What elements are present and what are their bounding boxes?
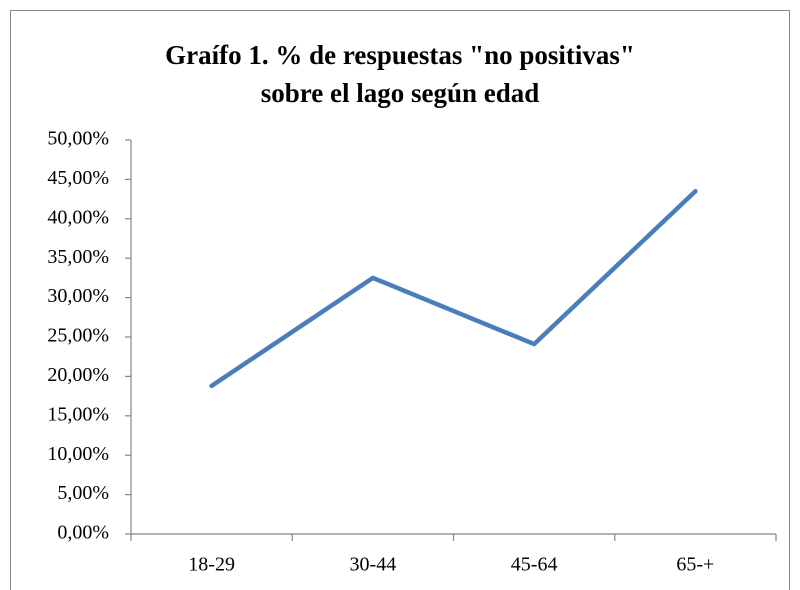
x-tick-label: 65-+ (676, 554, 714, 576)
y-tick-label: 45,00% (47, 167, 109, 189)
y-tick-label: 50,00% (47, 128, 109, 150)
y-tick-label: 25,00% (47, 325, 109, 347)
y-tick-label: 0,00% (57, 522, 109, 544)
x-tick-label: 18-29 (188, 554, 235, 576)
x-tick-label: 45-64 (511, 554, 558, 576)
chart-title: Graífo 1. % de respuestas "no positivas" (165, 40, 635, 70)
y-tick-label: 30,00% (47, 285, 109, 307)
y-tick-label: 40,00% (47, 206, 109, 228)
y-tick-label: 20,00% (47, 364, 109, 386)
chart-frame (10, 10, 790, 590)
line-series (209, 188, 698, 389)
chart-title: sobre el lago según edad (261, 78, 540, 108)
y-tick-label: 10,00% (47, 443, 109, 465)
y-tick-label: 5,00% (57, 482, 109, 504)
y-tick-label: 35,00% (47, 246, 109, 268)
y-tick-label: 15,00% (47, 403, 109, 425)
x-tick-label: 30-44 (350, 554, 397, 576)
